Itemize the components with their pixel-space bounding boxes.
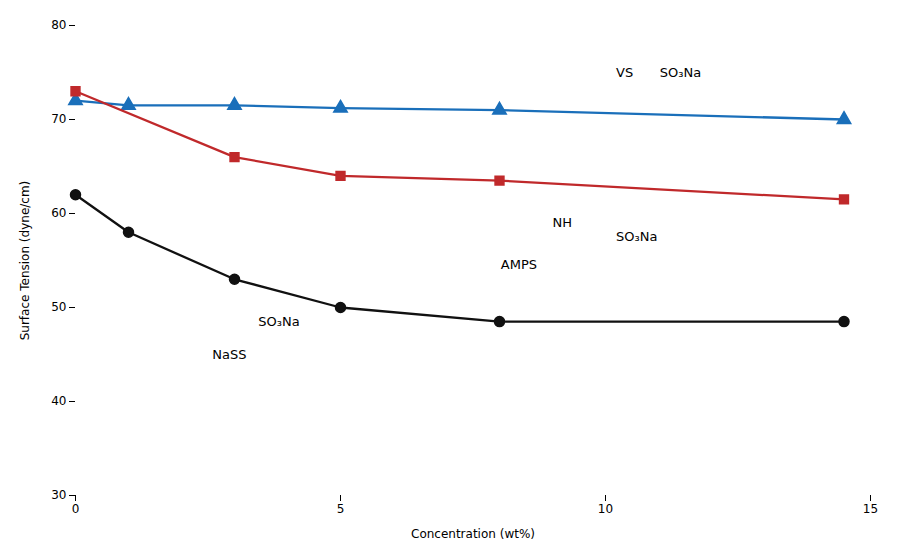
svg-text:Surface Tension (dyne/cm): Surface Tension (dyne/cm) xyxy=(18,181,32,341)
svg-text:0: 0 xyxy=(72,502,80,516)
svg-text:NH: NH xyxy=(553,215,573,230)
svg-text:5: 5 xyxy=(337,502,345,516)
svg-text:SO₃Na: SO₃Na xyxy=(258,314,299,329)
svg-text:VS: VS xyxy=(616,65,633,80)
svg-text:NaSS: NaSS xyxy=(212,347,246,362)
svg-text:50: 50 xyxy=(51,300,66,314)
svg-text:60: 60 xyxy=(51,206,66,220)
svg-text:10: 10 xyxy=(598,502,613,516)
svg-text:15: 15 xyxy=(863,502,878,516)
svg-text:AMPS: AMPS xyxy=(501,257,537,272)
svg-text:Concentration (wt%): Concentration (wt%) xyxy=(411,527,535,541)
svg-text:80: 80 xyxy=(51,18,66,32)
svg-text:70: 70 xyxy=(51,112,66,126)
svg-text:40: 40 xyxy=(51,394,66,408)
svg-text:SO₃Na: SO₃Na xyxy=(660,65,701,80)
svg-text:30: 30 xyxy=(51,488,66,502)
svg-text:SO₃Na: SO₃Na xyxy=(616,229,657,244)
